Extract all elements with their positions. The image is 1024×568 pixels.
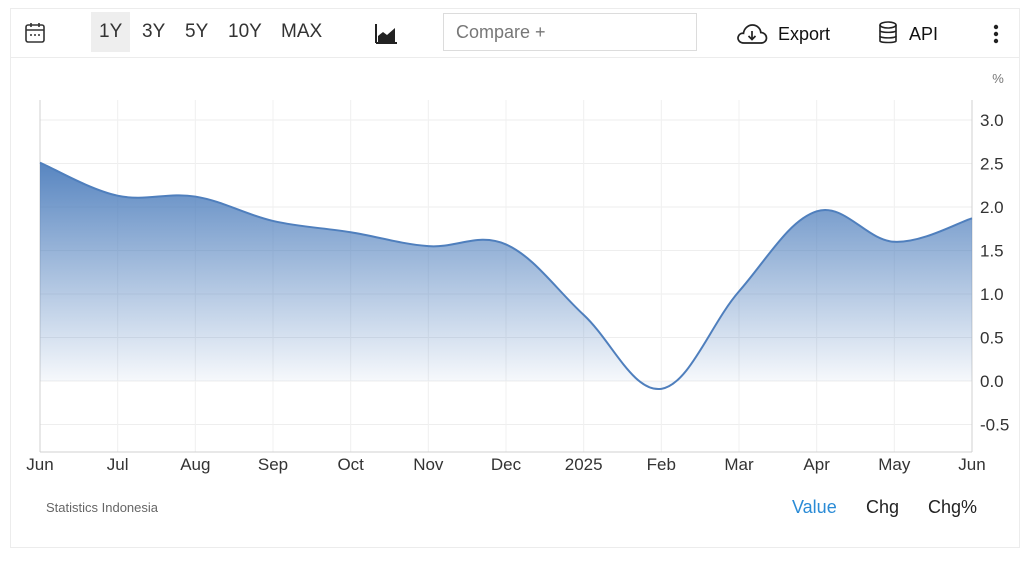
mode-chg-button[interactable]: Chg: [866, 497, 899, 518]
x-tick-label: Jun: [26, 455, 53, 474]
x-tick-label: Sep: [258, 455, 288, 474]
x-tick-label: May: [878, 455, 911, 474]
x-tick-label: Jul: [107, 455, 129, 474]
x-tick-label: Jun: [958, 455, 985, 474]
y-tick-label: 0.5: [980, 329, 1004, 348]
x-tick-label: Oct: [337, 455, 364, 474]
mode-value-button[interactable]: Value: [792, 497, 837, 518]
x-tick-label: Feb: [647, 455, 676, 474]
y-tick-label: 3.0: [980, 111, 1004, 130]
x-tick-label: Apr: [803, 455, 830, 474]
mode-chg-pct-button[interactable]: Chg%: [928, 497, 977, 518]
y-tick-label: 1.0: [980, 285, 1004, 304]
x-tick-label: Nov: [413, 455, 444, 474]
x-tick-label: Aug: [180, 455, 210, 474]
source-label: Statistics Indonesia: [46, 500, 158, 515]
y-tick-label: 0.0: [980, 372, 1004, 391]
x-tick-label: Mar: [724, 455, 754, 474]
y-tick-label: 2.0: [980, 198, 1004, 217]
y-unit-label: %: [992, 71, 1004, 86]
y-tick-label: 2.5: [980, 155, 1004, 174]
y-tick-label: 1.5: [980, 242, 1004, 261]
x-tick-label: Dec: [491, 455, 522, 474]
y-tick-label: -0.5: [980, 416, 1009, 435]
x-tick-label: 2025: [565, 455, 603, 474]
